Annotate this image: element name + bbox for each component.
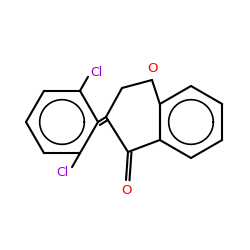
Text: O: O [122,184,132,198]
Text: Cl: Cl [90,66,102,79]
Text: O: O [148,62,158,76]
Text: Cl: Cl [56,166,68,179]
